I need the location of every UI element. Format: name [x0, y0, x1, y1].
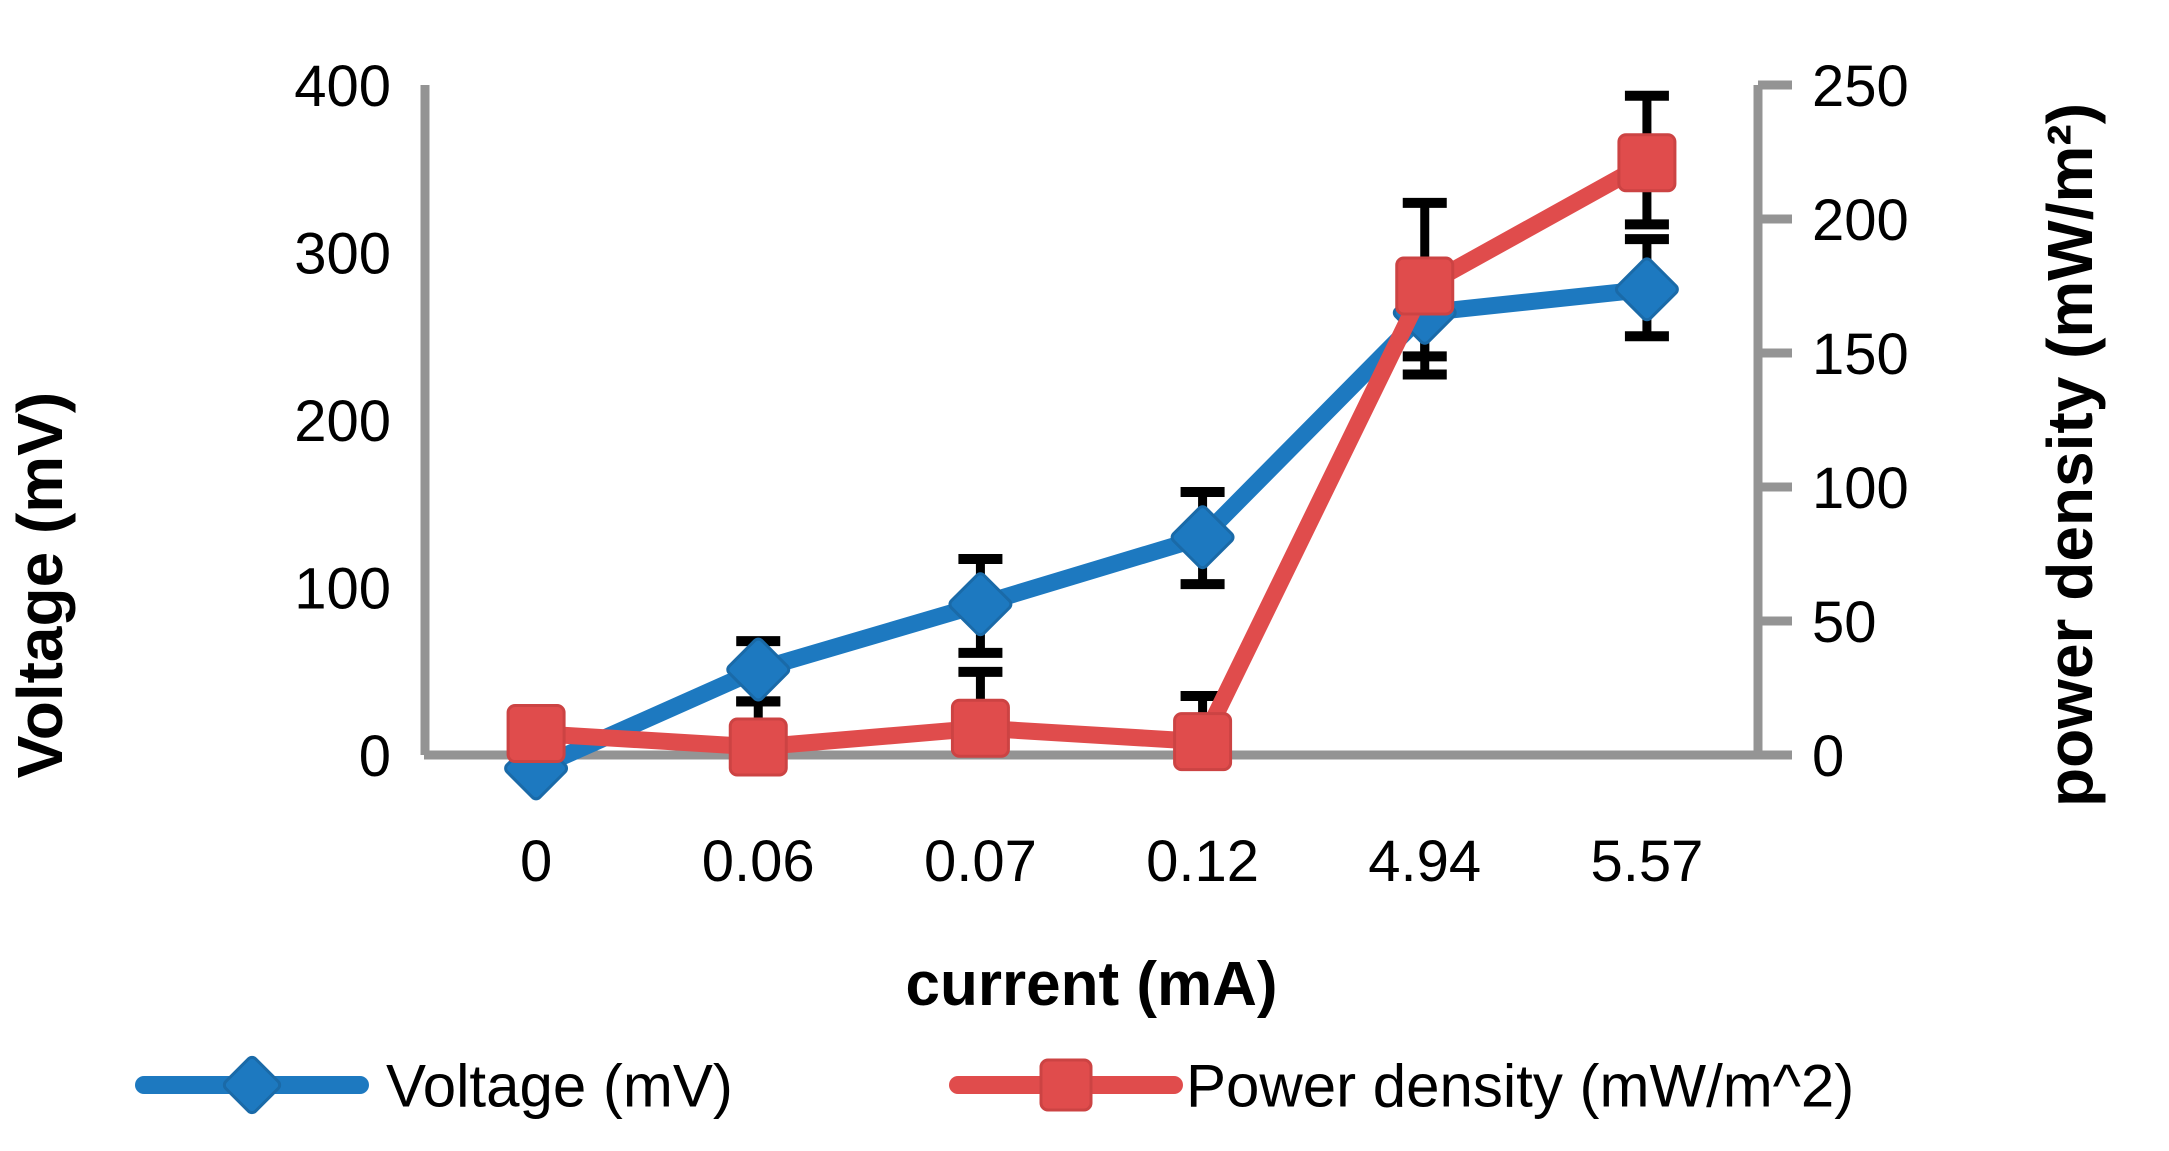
diamond-marker [948, 572, 1013, 637]
right-axis-tick-label: 50 [1812, 590, 1877, 655]
x-axis-tick-label: 0.07 [924, 829, 1037, 894]
tick-labels: 0 100 200 300 400 0 50 100 150 200 250 0 0.06 0.07 0.1… [294, 54, 1909, 894]
left-axis-title: Voltage (mV) [4, 392, 76, 778]
left-axis-tick-label: 200 [294, 389, 391, 454]
right-axis-tick-label: 100 [1812, 456, 1909, 521]
legend: Voltage (mV) Power density (mW/m^2) [135, 1053, 1854, 1120]
series-line [527, 154, 1656, 756]
series-voltage [504, 257, 1679, 801]
legend-label: Power density (mW/m^2) [1186, 1053, 1854, 1120]
right-axis-tick-label: 0 [1812, 724, 1844, 789]
left-axis-tick-label: 100 [294, 556, 391, 621]
left-axis-tick-label: 0 [359, 724, 391, 789]
x-axis-tick-label: 5.57 [1590, 829, 1703, 894]
diamond-marker [1170, 505, 1235, 570]
x-axis-tick-label: 0 [520, 829, 552, 894]
legend-label: Voltage (mV) [386, 1053, 733, 1120]
diamond-marker [222, 1055, 282, 1115]
x-axis-title: current (mA) [905, 950, 1277, 1019]
diamond-marker [1614, 257, 1679, 322]
square-marker [728, 717, 788, 777]
x-axis-tick-label: 0.12 [1146, 829, 1259, 894]
series-line [527, 280, 1656, 777]
error-bars [736, 90, 1669, 747]
square-marker [506, 704, 566, 764]
right-axis-tick-label: 250 [1812, 54, 1909, 119]
diamond-marker [726, 637, 791, 702]
square-marker [1039, 1058, 1093, 1112]
square-marker [950, 698, 1010, 758]
right-axis-tick-label: 200 [1812, 188, 1909, 253]
axes [420, 80, 1792, 760]
x-axis-tick-label: 0.06 [702, 829, 815, 894]
axis-titles: current (mA) Voltage (mV) power density (m… [4, 103, 2106, 1019]
left-axis-tick-label: 300 [294, 221, 391, 286]
square-marker [1617, 133, 1677, 193]
series-power-density [506, 133, 1677, 777]
square-marker [1395, 256, 1455, 316]
square-marker [1173, 712, 1233, 772]
x-axis-tick-label: 4.94 [1368, 829, 1481, 894]
right-axis-title: power density (mW/m²) [2034, 103, 2106, 807]
right-axis-tick-label: 150 [1812, 322, 1909, 387]
left-axis-tick-label: 400 [294, 54, 391, 119]
